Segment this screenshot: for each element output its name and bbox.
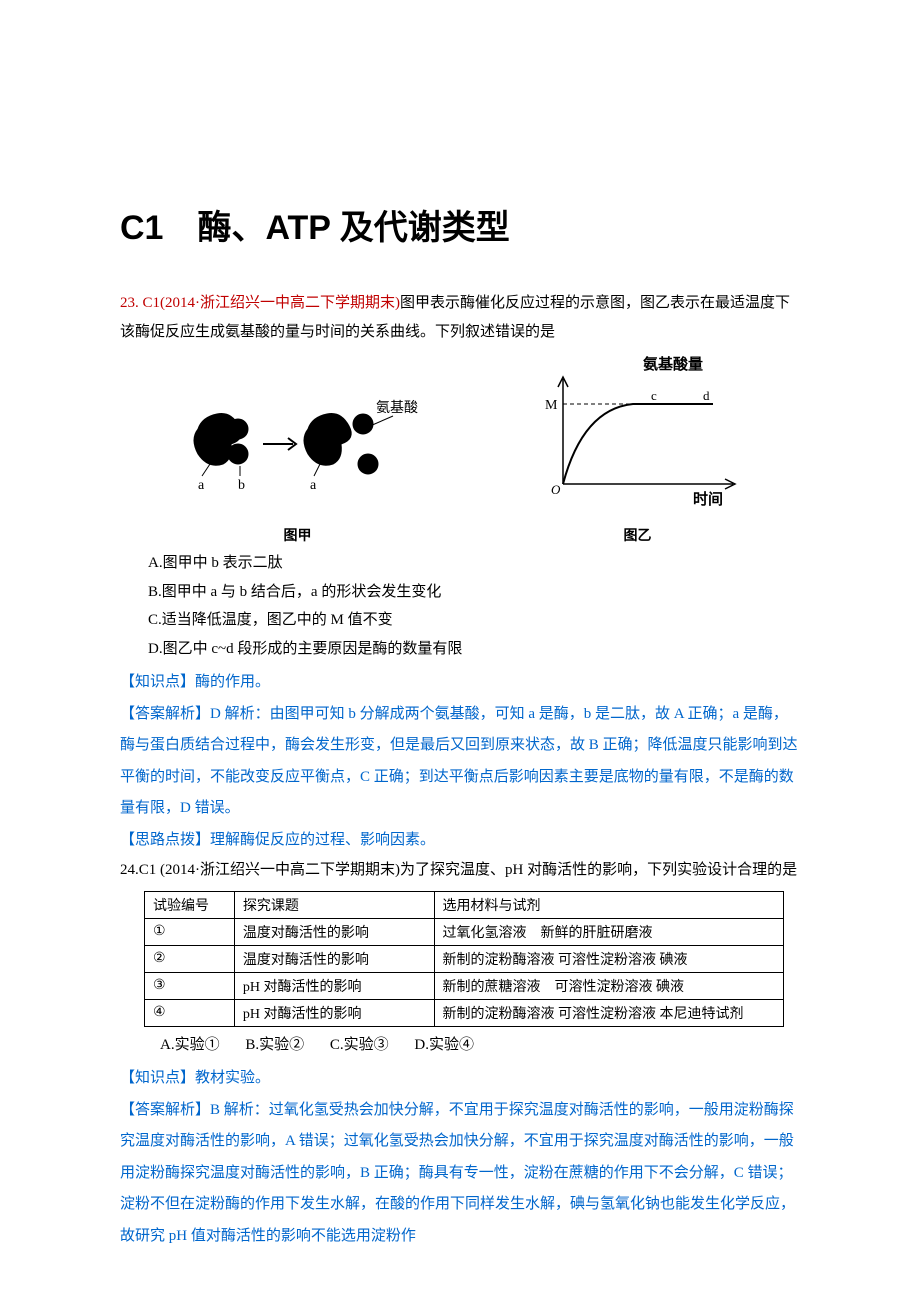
q23-optA: A.图甲中 b 表示二肽 <box>148 549 800 578</box>
q24-code: C1 (2014·浙江绍兴一中高二下学期期末) <box>139 862 400 878</box>
label-aminoacid: 氨基酸 <box>376 399 418 416</box>
q24-optD: D.实验④ <box>414 1037 474 1053</box>
q23-kpoint: 【知识点】酶的作用。 <box>120 667 800 699</box>
kpoint-head: 【知识点】 <box>120 674 195 690</box>
q23-tips: 【思路点拨】理解酶促反应的过程、影响因素。 <box>120 825 800 857</box>
q23-figures: 氨基酸 a b a 图甲 氨基酸量 <box>120 354 800 545</box>
q24-stem-block: 24.C1 (2014·浙江绍兴一中高二下学期期末)为了探究温度、pH 对酶活性… <box>120 856 800 885</box>
q24-kpoint: 【知识点】教材实验。 <box>120 1063 800 1095</box>
label-a: a <box>198 478 205 493</box>
q24-optA: A.实验① <box>160 1037 220 1053</box>
q24-optB: B.实验② <box>245 1037 304 1053</box>
figure-jia: 氨基酸 a b a 图甲 <box>168 374 428 545</box>
tip-head: 【思路点拨】 <box>120 832 210 848</box>
q24-optC: C.实验③ <box>330 1037 389 1053</box>
q23-analysis: 【答案解析】D 解析：由图甲可知 b 分解成两个氨基酸，可知 a 是酶，b 是二… <box>120 699 800 825</box>
chart-ylabel: 氨基酸量 <box>643 355 703 373</box>
th-materials: 选用材料与试剂 <box>434 891 783 918</box>
ans-body: B 解析：过氧化氢受热会加快分解，不宜用于探究温度对酶活性的影响，一般用淀粉酶探… <box>120 1102 795 1244</box>
chart-M: M <box>545 398 558 413</box>
ans-head: 【答案解析】 <box>120 706 210 722</box>
chart-origin: O <box>551 482 561 497</box>
q23-stem-block: 23. C1(2014·浙江绍兴一中高二下学期期末)图甲表示酶催化反应过程的示意… <box>120 289 800 346</box>
table-row: ① 温度对酶活性的影响 过氧化氢溶液 新鲜的肝脏研磨液 <box>145 918 784 945</box>
page-title: C1 酶、ATP 及代谢类型 <box>120 200 800 249</box>
q24-analysis: 【答案解析】B 解析：过氧化氢受热会加快分解，不宜用于探究温度对酶活性的影响，一… <box>120 1095 800 1253</box>
th-topic: 探究课题 <box>234 891 434 918</box>
ans-body: D 解析：由图甲可知 b 分解成两个氨基酸，可知 a 是酶，b 是二肽，故 A … <box>120 706 798 817</box>
svg-text:a: a <box>310 478 317 493</box>
th-id: 试验编号 <box>145 891 235 918</box>
fig-yi-caption: 图乙 <box>523 525 753 545</box>
kpoint-body: 教材实验。 <box>195 1070 270 1086</box>
q24-options: A.实验① B.实验② C.实验③ D.实验④ <box>120 1031 800 1060</box>
q24-stem: 为了探究温度、pH 对酶活性的影响，下列实验设计合理的是 <box>400 862 797 878</box>
tip-body: 理解酶促反应的过程、影响因素。 <box>210 832 435 848</box>
table-row: ④ pH 对酶活性的影响 新制的淀粉酶溶液 可溶性淀粉溶液 本尼迪特试剂 <box>145 999 784 1026</box>
chart-xlabel: 时间 <box>693 490 723 508</box>
q23-optB: B.图甲中 a 与 b 结合后，a 的形状会发生变化 <box>148 578 800 607</box>
ans-head: 【答案解析】 <box>120 1102 210 1118</box>
table-row: ③ pH 对酶活性的影响 新制的蔗糖溶液 可溶性淀粉溶液 碘液 <box>145 972 784 999</box>
q24-number: 24. <box>120 862 139 878</box>
kpoint-head: 【知识点】 <box>120 1070 195 1086</box>
chart-c: c <box>651 388 657 403</box>
fig-jia-caption: 图甲 <box>168 525 428 545</box>
enzyme-diagram: 氨基酸 a b a <box>168 374 428 514</box>
chart-d: d <box>703 388 710 403</box>
label-b: b <box>238 478 245 493</box>
q23-optC: C.适当降低温度，图乙中的 M 值不变 <box>148 606 800 635</box>
curve-chart: 氨基酸量 M c d O 时间 <box>523 354 753 514</box>
q23-options: A.图甲中 b 表示二肽 B.图甲中 a 与 b 结合后，a 的形状会发生变化 … <box>120 549 800 663</box>
q23-code: C1(2014·浙江绍兴一中高二下学期期末) <box>143 295 401 311</box>
figure-yi: 氨基酸量 M c d O 时间 图乙 <box>523 354 753 545</box>
q23-optD: D.图乙中 c~d 段形成的主要原因是酶的数量有限 <box>148 635 800 664</box>
table-row: ② 温度对酶活性的影响 新制的淀粉酶溶液 可溶性淀粉溶液 碘液 <box>145 945 784 972</box>
kpoint-body: 酶的作用。 <box>195 674 270 690</box>
experiment-table: 试验编号 探究课题 选用材料与试剂 ① 温度对酶活性的影响 过氧化氢溶液 新鲜的… <box>144 891 784 1027</box>
document-page: C1 酶、ATP 及代谢类型 23. C1(2014·浙江绍兴一中高二下学期期末… <box>0 0 920 1312</box>
table-header-row: 试验编号 探究课题 选用材料与试剂 <box>145 891 784 918</box>
q23-number: 23. <box>120 295 139 311</box>
